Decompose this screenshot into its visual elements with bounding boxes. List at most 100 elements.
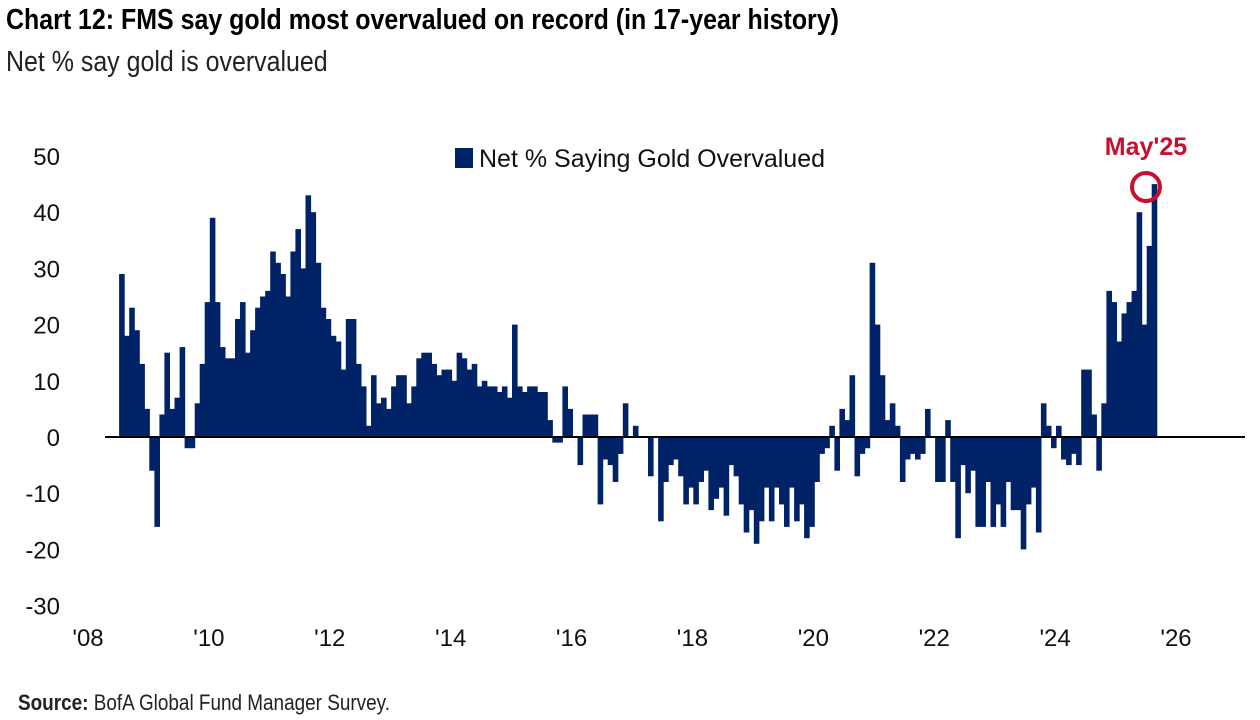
bar [663,437,669,482]
bar [1066,437,1072,466]
bar [1126,302,1133,437]
bar [809,437,815,527]
bar [582,414,589,437]
bar [602,437,609,460]
bar [1086,369,1092,437]
bar [1111,302,1117,437]
bar [940,437,946,482]
y-tick-label: 20 [33,313,60,340]
bar [864,437,871,449]
bar [391,386,397,437]
bar [270,251,276,437]
bar [325,319,332,437]
y-tick-label: 10 [33,369,60,396]
bar [305,195,312,437]
bar [411,386,417,437]
y-tick-label: 30 [33,256,60,283]
bar [557,437,563,443]
bar [184,437,191,449]
bar [698,437,704,482]
bar [159,414,165,437]
bar [406,403,412,437]
bar [859,437,866,454]
bar [285,296,291,437]
bar [1141,324,1148,437]
bar [592,414,599,437]
bar [1136,212,1143,437]
bar [119,274,125,437]
bar [693,437,699,505]
bar [1071,437,1077,454]
y-tick-label: -10 [25,481,60,508]
bar [894,425,901,437]
bar [219,347,226,437]
bar [1056,425,1062,437]
bar [129,307,135,437]
bar [365,425,372,437]
bar [839,408,845,437]
bar [486,386,493,437]
bar [648,437,654,477]
x-tick-label: '26 [1160,625,1191,652]
bar [360,386,367,437]
bar [431,363,437,437]
bar [688,437,694,488]
bar [461,358,468,437]
bar [466,369,473,437]
bar [134,330,140,437]
bar [189,437,196,449]
bar [1025,437,1032,505]
bar [320,307,327,437]
bar [779,437,785,505]
bar [527,386,533,437]
bar [869,262,876,437]
chart-title: Chart 12: FMS say gold most overvalued o… [6,4,839,36]
bar [713,437,720,499]
bar [335,341,342,437]
bar [874,324,881,437]
bar [1106,290,1112,437]
bar [683,437,689,505]
bar [904,437,911,460]
bar [758,437,765,522]
bar [214,302,221,437]
bar [149,437,155,471]
bar [753,437,760,544]
x-tick-label: '18 [677,625,708,652]
bar [784,437,790,527]
bar [229,358,236,437]
source-note: Source: BofA Global Fund Manager Survey. [18,690,390,716]
bar [703,437,709,471]
bar [481,380,488,437]
bar [496,392,503,437]
bar [507,397,513,437]
bar [738,437,745,505]
chart-subtitle: Net % say gold is overvalued [6,46,328,78]
bar [814,437,820,482]
bar [1096,437,1102,471]
bar [920,437,926,454]
bar [179,347,186,437]
bar [537,392,543,437]
bar [386,408,392,437]
bar [310,212,317,437]
bar [1151,184,1158,437]
bar [748,437,755,511]
bar [355,363,362,437]
bar [1101,403,1107,437]
bar [995,437,1002,505]
bar [1040,403,1047,437]
bar [491,386,498,437]
bar [1081,369,1087,437]
bar [1131,290,1138,437]
bar [819,437,825,454]
bar [970,437,976,471]
bar [950,437,956,482]
bar [194,403,201,437]
source-text: BofA Global Fund Manager Survey. [93,690,390,715]
bar [915,437,921,460]
bar [673,437,679,460]
bar [416,358,422,437]
bar [426,352,432,437]
